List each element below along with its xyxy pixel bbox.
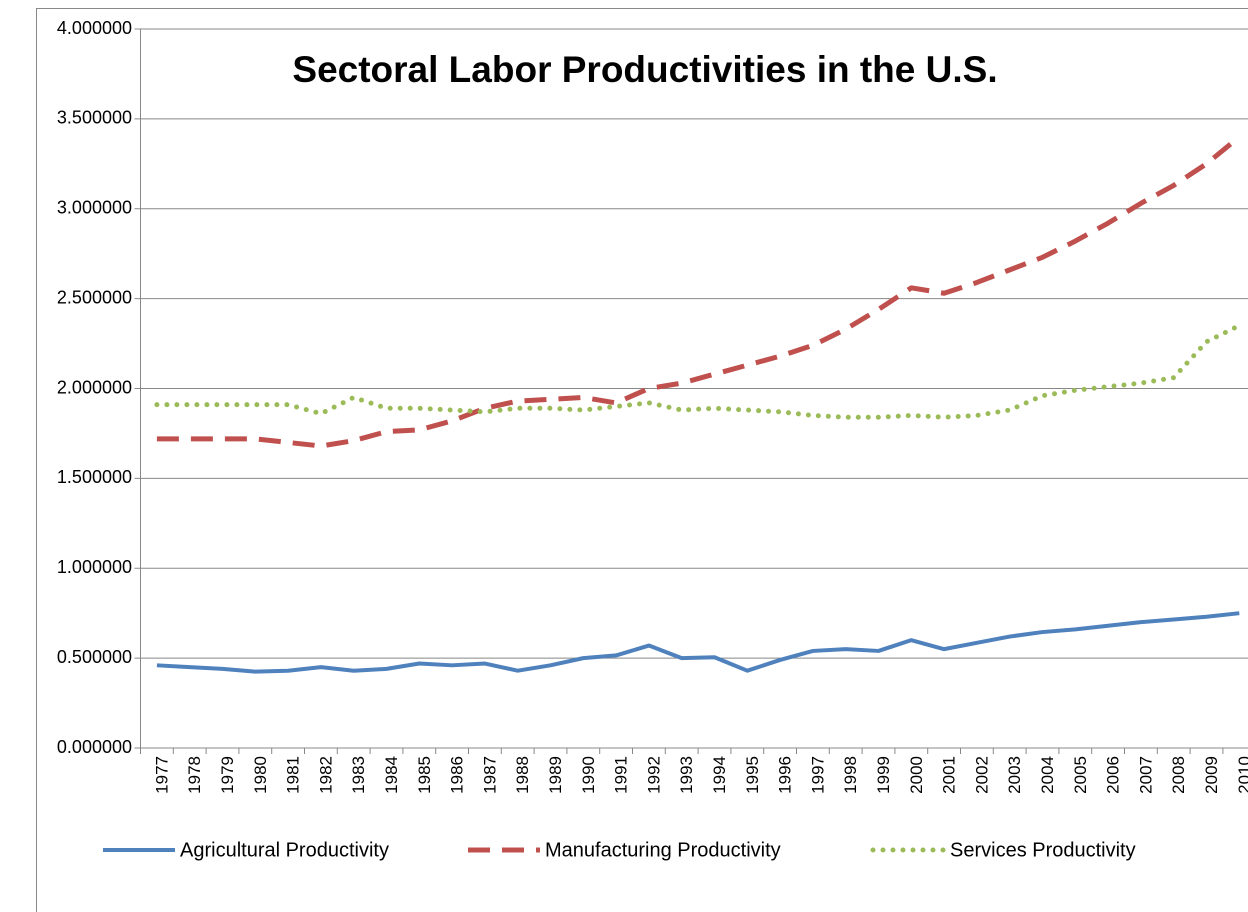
x-tick-label: 2007 <box>1136 756 1155 794</box>
y-tick-label: 3.000000 <box>57 198 132 218</box>
x-tick-label: 1996 <box>776 756 795 794</box>
series-line <box>156 134 1241 449</box>
x-tick-label: 1978 <box>185 756 204 794</box>
x-tick-label: 2001 <box>940 756 959 794</box>
y-tick-label: 4.000000 <box>57 18 132 38</box>
x-tick-label: 1998 <box>841 756 860 794</box>
x-tick-label: 1981 <box>284 756 303 794</box>
x-tick-label: 1977 <box>152 756 171 794</box>
chart-border <box>36 8 1248 912</box>
x-tick-label: 2006 <box>1104 756 1123 794</box>
x-tick-label: 2010 <box>1235 756 1248 794</box>
y-tick-label: 1.500000 <box>57 467 132 487</box>
legend-label: Agricultural Productivity <box>180 839 389 861</box>
y-tick-label: 2.500000 <box>57 287 132 307</box>
x-tick-label: 1999 <box>874 756 893 794</box>
x-tick-label: 2005 <box>1071 756 1090 794</box>
x-tick-label: 1987 <box>480 756 499 794</box>
x-tick-label: 1980 <box>251 756 270 794</box>
x-tick-label: 1995 <box>743 756 762 794</box>
x-tick-label: 1992 <box>644 756 663 794</box>
y-tick-label: 0.000000 <box>57 737 132 757</box>
x-tick-label: 1986 <box>448 756 467 794</box>
x-tick-label: 1985 <box>415 756 434 794</box>
y-tick-label: 1.000000 <box>57 557 132 577</box>
legend-label: Services Productivity <box>950 839 1136 861</box>
x-tick-label: 2003 <box>1005 756 1024 794</box>
x-tick-label: 1982 <box>316 756 335 794</box>
x-tick-label: 1991 <box>612 756 631 794</box>
x-tick-label: 1988 <box>513 756 532 794</box>
x-tick-label: 2000 <box>907 756 926 794</box>
chart-title: Sectoral Labor Productivities in the U.S… <box>292 49 997 90</box>
x-tick-label: 1979 <box>218 756 237 794</box>
legend-label: Manufacturing Productivity <box>545 839 781 861</box>
x-tick-label: 1989 <box>546 756 565 794</box>
x-tick-label: 1983 <box>349 756 368 794</box>
x-tick-label: 1997 <box>808 756 827 794</box>
x-tick-label: 1993 <box>677 756 696 794</box>
y-tick-label: 0.500000 <box>57 647 132 667</box>
y-tick-label: 3.500000 <box>57 108 132 128</box>
x-tick-label: 2004 <box>1038 756 1057 794</box>
y-tick-label: 2.000000 <box>57 377 132 397</box>
x-tick-label: 2009 <box>1202 756 1221 794</box>
x-tick-label: 1994 <box>710 756 729 794</box>
x-tick-label: 2002 <box>972 756 991 794</box>
x-tick-label: 2008 <box>1169 756 1188 794</box>
series-line <box>154 323 1242 420</box>
x-tick-label: 1984 <box>382 756 401 794</box>
x-tick-label: 1990 <box>579 756 598 794</box>
series-line <box>156 611 1240 674</box>
